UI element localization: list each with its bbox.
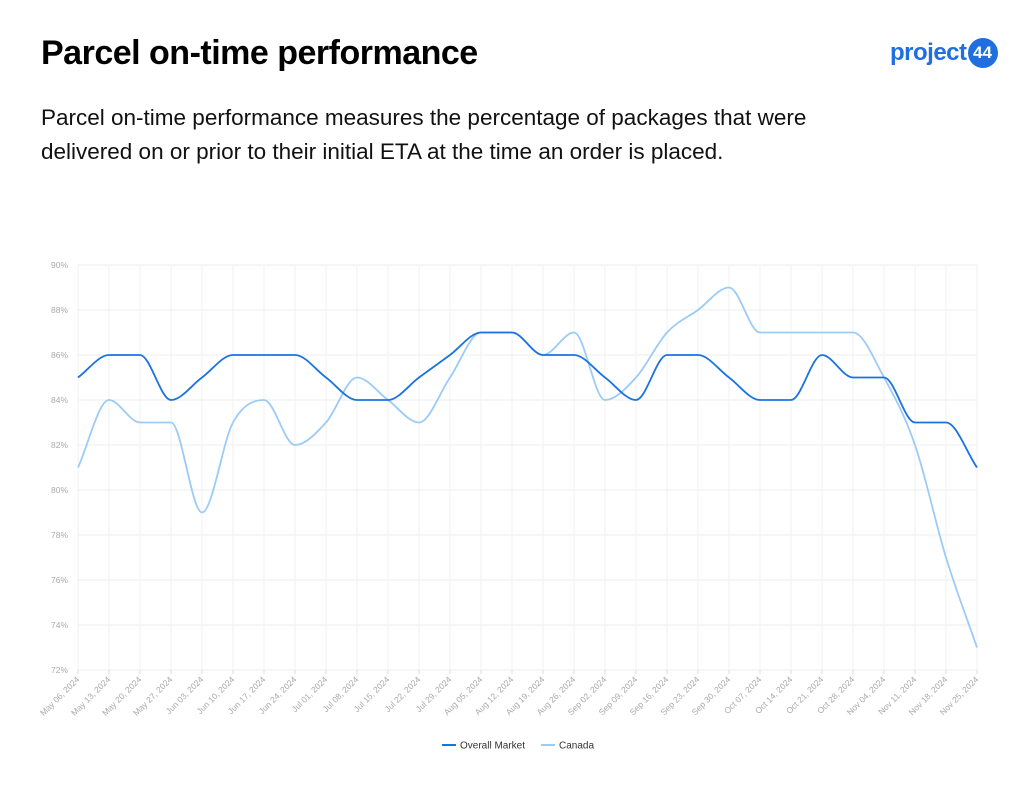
- y-tick-label: 90%: [51, 260, 68, 270]
- y-tick-label: 84%: [51, 395, 68, 405]
- y-tick-label: 78%: [51, 530, 68, 540]
- y-tick-label: 86%: [51, 350, 68, 360]
- page-title: Parcel on-time performance: [41, 34, 478, 72]
- legend-label-overall-market: Overall Market: [460, 741, 525, 752]
- legend-label-canada: Canada: [559, 741, 594, 752]
- y-tick-label: 80%: [51, 485, 68, 495]
- y-tick-label: 74%: [51, 620, 68, 630]
- logo-text: project: [890, 39, 967, 66]
- y-tick-label: 82%: [51, 440, 68, 450]
- y-tick-label: 72%: [51, 665, 68, 675]
- line-chart: 90%88%86%84%82%80%78%76%74%72%May 06, 20…: [38, 260, 981, 752]
- project44-logo: project 44: [890, 38, 998, 68]
- series-line-canada: [77, 286, 978, 648]
- y-tick-label: 76%: [51, 575, 68, 585]
- y-tick-label: 88%: [51, 305, 68, 315]
- series-line-overall-market: [77, 331, 978, 469]
- description: Parcel on-time performance measures the …: [41, 105, 807, 164]
- logo-badge: 44: [967, 38, 998, 68]
